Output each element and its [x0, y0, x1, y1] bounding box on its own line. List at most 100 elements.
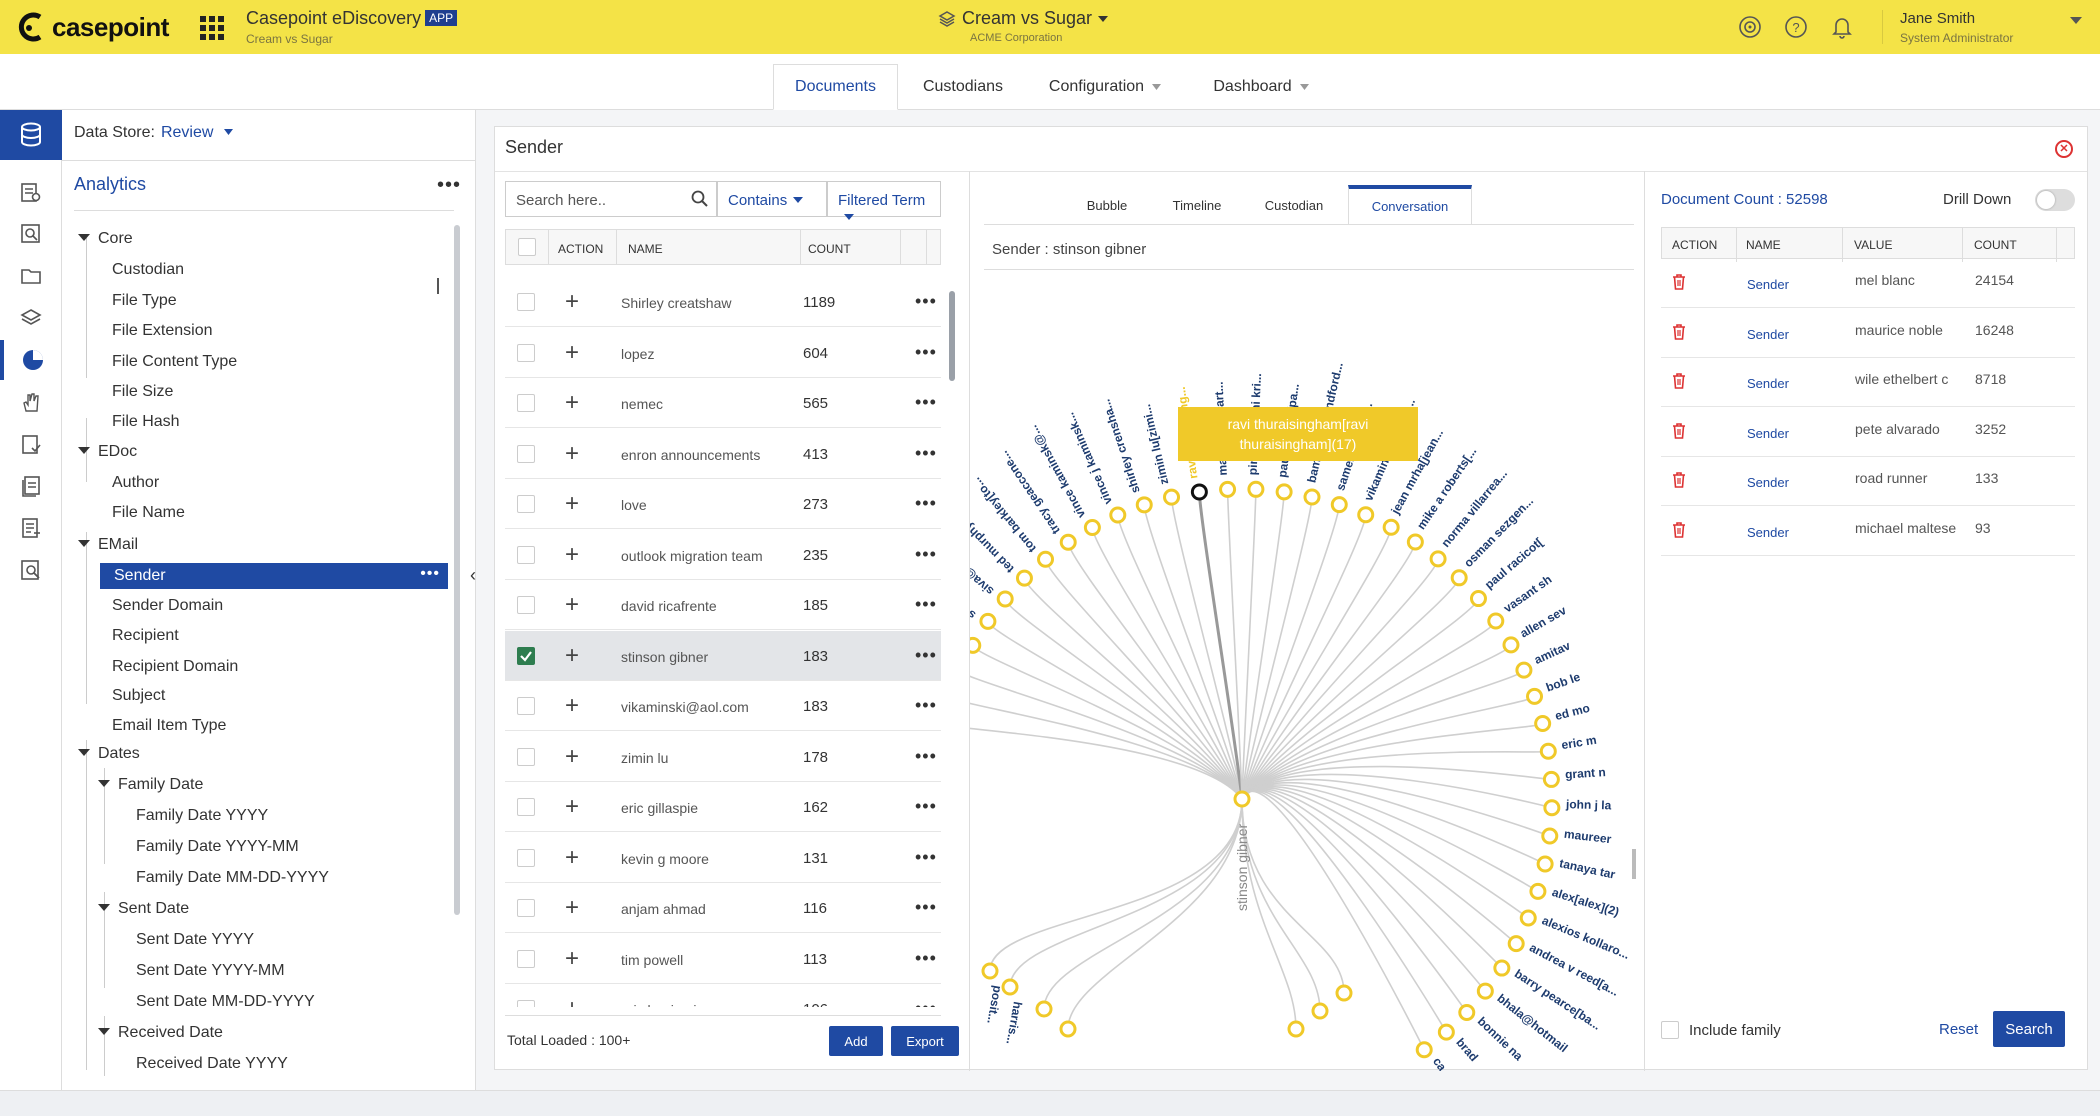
graph-node[interactable]	[1526, 687, 1544, 705]
graph-node[interactable]	[1311, 1002, 1329, 1020]
graph-node[interactable]	[1219, 480, 1237, 498]
graph-node[interactable]	[1357, 506, 1375, 524]
graph-node[interactable]	[1015, 569, 1033, 587]
search-button[interactable]: Search	[1993, 1011, 2065, 1047]
row-checkbox[interactable]	[517, 1000, 535, 1007]
more-options-icon[interactable]: •••	[915, 493, 937, 513]
close-icon[interactable]: ✕	[2055, 140, 2073, 158]
graph-node[interactable]	[1335, 984, 1353, 1002]
trash-icon[interactable]	[1671, 521, 1687, 539]
add-icon[interactable]: +	[565, 742, 580, 770]
tab-custodians[interactable]: Custodians	[900, 64, 1026, 110]
graph-node[interactable]	[1476, 982, 1494, 1000]
graph-node[interactable]	[1539, 742, 1557, 760]
more-options-icon[interactable]: •••	[420, 565, 440, 582]
graph-node[interactable]	[1437, 1023, 1455, 1041]
table-row[interactable]: + tim powell 113 •••	[505, 934, 941, 984]
viz-tab-conversation[interactable]: Conversation	[1348, 185, 1472, 225]
graph-node[interactable]	[1190, 483, 1208, 501]
collapse-panel-icon[interactable]: ‹	[470, 565, 476, 585]
graph-node[interactable]	[1247, 480, 1265, 498]
table-row[interactable]: + eric benjamin 106 •••	[505, 984, 941, 1007]
graph-node[interactable]	[1529, 882, 1547, 900]
graph-node[interactable]	[1415, 1041, 1433, 1059]
add-icon[interactable]: +	[565, 288, 580, 315]
review-search-icon[interactable]	[0, 214, 62, 254]
add-icon[interactable]: +	[565, 894, 580, 921]
row-checkbox[interactable]	[517, 646, 535, 665]
graph-node[interactable]	[1330, 496, 1348, 514]
tab-dashboard[interactable]: Dashboard	[1196, 64, 1326, 110]
drill-down-toggle[interactable]	[2035, 189, 2075, 211]
graph-node[interactable]	[979, 612, 997, 630]
tree-node-family-date-yyyy[interactable]: Family Date YYYY	[136, 807, 269, 824]
search-doc-icon[interactable]	[0, 550, 62, 590]
graph-node[interactable]	[1083, 518, 1101, 536]
add-icon[interactable]: +	[565, 490, 580, 517]
graph-node[interactable]	[1493, 959, 1511, 977]
row-checkbox[interactable]	[517, 899, 535, 917]
graph-node[interactable]	[1487, 612, 1505, 630]
row-checkbox[interactable]	[517, 545, 535, 564]
viz-tab-custodian[interactable]: Custodian	[1264, 197, 1324, 213]
tree-node-family-date-mm-dd-yyyy[interactable]: Family Date MM-DD-YYYY	[136, 869, 329, 886]
more-options-icon[interactable]: •••	[915, 695, 937, 715]
search-input[interactable]: Search here..	[505, 181, 717, 217]
analytics-pie-icon[interactable]	[0, 340, 62, 380]
tree-scrollbar[interactable]	[454, 225, 460, 915]
folder-icon[interactable]	[0, 256, 62, 296]
more-options-icon[interactable]: •••	[915, 745, 937, 766]
hand-icon[interactable]	[0, 382, 62, 422]
column-count[interactable]: COUNT	[808, 242, 851, 256]
tree-node-received-date[interactable]: Received Date	[98, 1024, 223, 1042]
data-store-value[interactable]: Review	[160, 124, 214, 141]
table-row[interactable]: + vikaminski@aol.com 183 •••	[505, 681, 941, 731]
graph-node[interactable]	[1541, 827, 1559, 845]
more-options-icon[interactable]: •••	[915, 291, 937, 311]
graph-node[interactable]	[1429, 550, 1447, 568]
row-checkbox[interactable]	[517, 293, 535, 311]
data-store-selector[interactable]: Data Store: Review	[74, 124, 233, 142]
tab-documents[interactable]: Documents	[773, 64, 898, 110]
graph-node[interactable]	[1507, 935, 1525, 953]
tree-node-received-date-yyyy[interactable]: Received Date YYYY	[136, 1055, 288, 1072]
trash-icon[interactable]	[1671, 422, 1687, 440]
more-options-icon[interactable]: •••	[915, 998, 937, 1007]
add-icon[interactable]: +	[565, 944, 580, 972]
tree-node-sent-date-mm-dd-yyyy[interactable]: Sent Date MM-DD-YYYY	[136, 993, 315, 1010]
tree-node-dates[interactable]: Dates	[78, 745, 140, 763]
graph-node[interactable]	[996, 590, 1014, 608]
tree-node-sent-date-yyyy-mm[interactable]: Sent Date YYYY-MM	[136, 962, 285, 979]
table-row[interactable]: + lopez 604 •••	[505, 328, 941, 378]
tree-node-core[interactable]: Core	[78, 230, 133, 248]
more-options-icon[interactable]: •••	[437, 174, 462, 196]
tree-node-edoc[interactable]: EDoc	[78, 443, 137, 461]
tree-node-custodian[interactable]: Custodian	[112, 261, 185, 278]
more-options-icon[interactable]: •••	[915, 341, 937, 362]
more-options-icon[interactable]: •••	[915, 846, 937, 867]
more-options-icon[interactable]: •••	[915, 644, 937, 665]
case-selector[interactable]: Cream vs Sugar	[938, 8, 1109, 29]
user-menu-chevron-icon[interactable]	[2070, 16, 2082, 26]
graph-node[interactable]	[1519, 909, 1537, 927]
tree-node-recipient[interactable]: Recipient	[112, 627, 179, 644]
graph-node[interactable]	[1059, 533, 1077, 551]
add-icon[interactable]: +	[565, 389, 580, 416]
graph-node[interactable]	[1536, 855, 1554, 873]
table-row[interactable]: + outlook migration team 235 •••	[505, 530, 941, 580]
table-row[interactable]: + anjam ahmad 116 •••	[505, 883, 941, 933]
graph-node[interactable]	[1135, 496, 1153, 514]
add-icon[interactable]: +	[565, 591, 580, 618]
graph-node[interactable]	[1001, 978, 1019, 996]
user-name[interactable]: Jane Smith	[1900, 10, 1976, 27]
add-icon[interactable]: +	[565, 338, 580, 366]
select-all-checkbox[interactable]	[518, 238, 536, 256]
more-options-icon[interactable]: •••	[915, 947, 937, 968]
graph-node[interactable]	[1287, 1020, 1305, 1038]
trash-icon[interactable]	[1671, 372, 1687, 390]
more-options-icon[interactable]: •••	[915, 392, 937, 412]
graph-node[interactable]	[1469, 590, 1487, 608]
tree-node-file-type[interactable]: File Type	[112, 292, 177, 309]
table-row[interactable]: + david ricafrente 185 •••	[505, 580, 941, 630]
table-row[interactable]: + Shirley creatshaw 1189 •••	[505, 277, 941, 327]
